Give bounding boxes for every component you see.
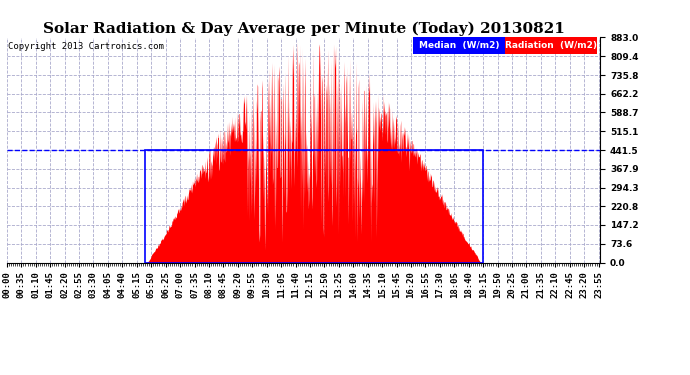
FancyBboxPatch shape — [413, 38, 505, 54]
FancyBboxPatch shape — [505, 38, 598, 54]
Text: Radiation  (W/m2): Radiation (W/m2) — [505, 41, 598, 50]
Text: Median  (W/m2): Median (W/m2) — [419, 41, 500, 50]
Title: Solar Radiation & Day Average per Minute (Today) 20130821: Solar Radiation & Day Average per Minute… — [43, 22, 564, 36]
Bar — [145, 150, 483, 262]
Text: Copyright 2013 Cartronics.com: Copyright 2013 Cartronics.com — [8, 42, 164, 51]
